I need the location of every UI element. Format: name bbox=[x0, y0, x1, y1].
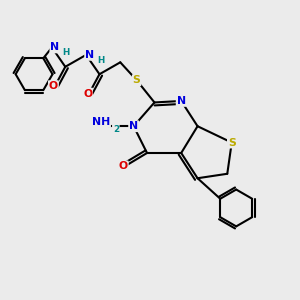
Text: H: H bbox=[97, 56, 105, 65]
Text: N: N bbox=[177, 96, 186, 106]
Text: N: N bbox=[50, 43, 59, 52]
Text: NH: NH bbox=[92, 117, 110, 127]
Text: 2: 2 bbox=[113, 125, 119, 134]
Text: O: O bbox=[49, 81, 58, 91]
Text: N: N bbox=[85, 50, 94, 60]
Text: N: N bbox=[129, 121, 138, 131]
Text: S: S bbox=[133, 75, 140, 85]
Text: H: H bbox=[63, 48, 70, 57]
Text: O: O bbox=[83, 88, 92, 98]
Text: S: S bbox=[228, 138, 236, 148]
Text: O: O bbox=[119, 161, 128, 171]
